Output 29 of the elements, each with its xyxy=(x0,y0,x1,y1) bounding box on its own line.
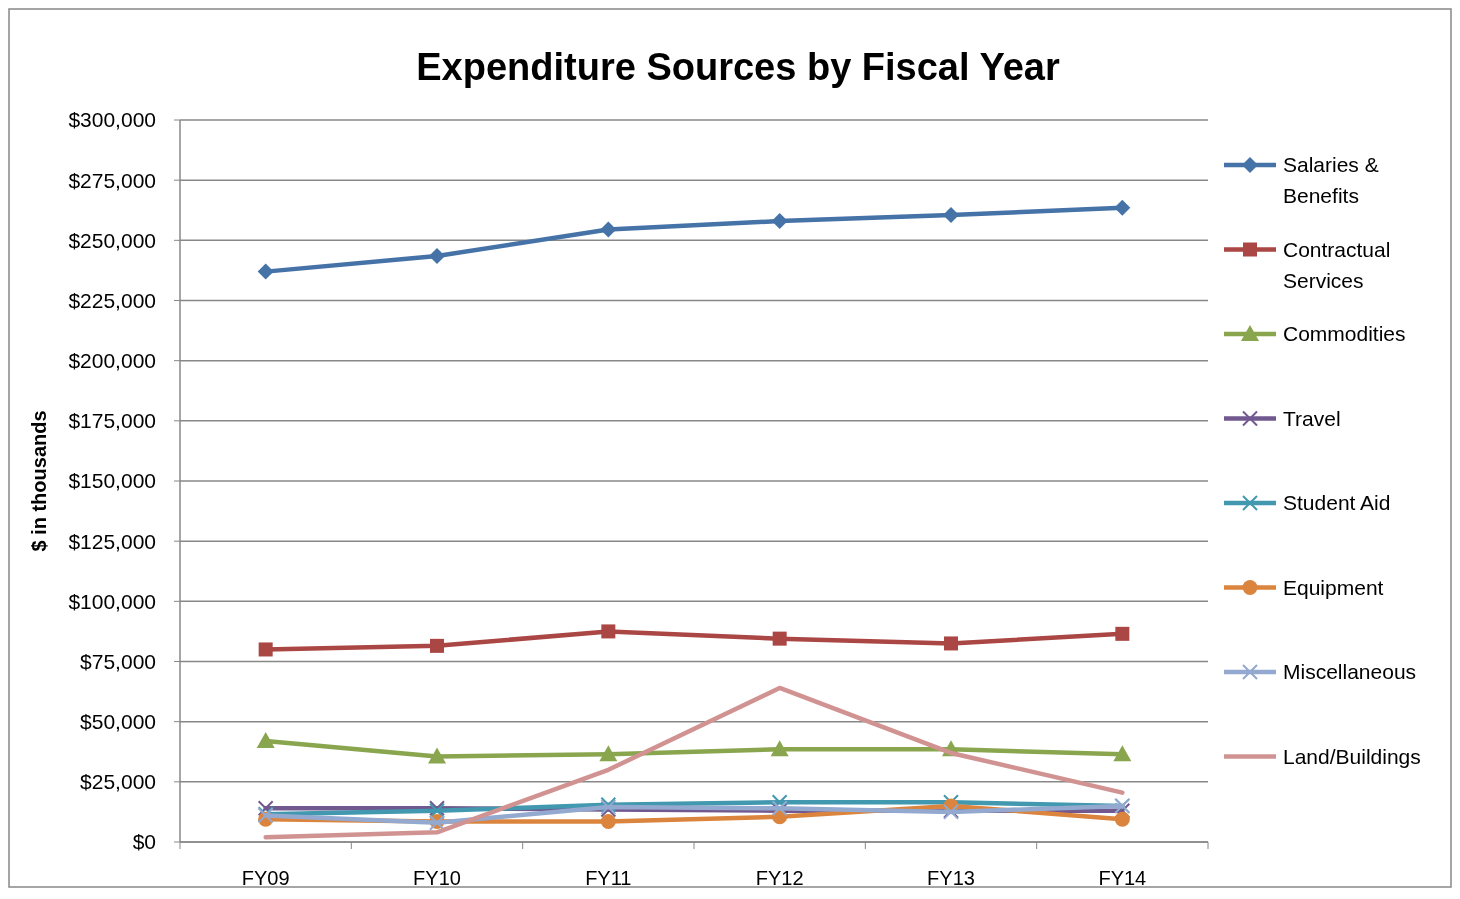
y-tick-label: $100,000 xyxy=(68,589,156,613)
x-tick-label: FY09 xyxy=(241,867,290,889)
y-tick-label: $300,000 xyxy=(68,108,156,132)
y-tick-label: $75,000 xyxy=(80,649,156,673)
x-tick-label: FY14 xyxy=(1098,867,1147,889)
legend-label: Equipment xyxy=(1283,575,1384,599)
x-tick-label: FY13 xyxy=(927,867,975,889)
legend-label: Land/Buildings xyxy=(1283,744,1421,768)
y-tick-label: $200,000 xyxy=(68,349,156,373)
y-tick-label: $0 xyxy=(132,830,156,854)
x-tick-label: FY11 xyxy=(585,867,632,889)
y-axis-title: $ in thousands xyxy=(28,410,50,552)
y-tick-label: $25,000 xyxy=(80,770,156,794)
legend-label: Contractual Services xyxy=(1283,237,1391,292)
legend-label: Travel xyxy=(1283,406,1341,430)
chart-title: Expenditure Sources by Fiscal Year xyxy=(416,46,1060,88)
y-tick-label: $250,000 xyxy=(68,228,156,252)
y-tick-label: $225,000 xyxy=(68,288,156,312)
y-tick-label: $275,000 xyxy=(68,168,156,192)
legend-label: Salaries & Benefits xyxy=(1283,153,1379,208)
legend-label: Student Aid xyxy=(1283,491,1391,515)
y-tick-label: $150,000 xyxy=(68,469,156,493)
y-tick-label: $175,000 xyxy=(68,409,156,433)
legend-label: Miscellaneous xyxy=(1283,660,1417,684)
legend-label: Commodities xyxy=(1283,322,1406,346)
x-tick-label: FY10 xyxy=(413,867,461,889)
y-tick-label: $125,000 xyxy=(68,529,156,553)
y-tick-label: $50,000 xyxy=(80,710,156,734)
x-tick-label: FY12 xyxy=(755,867,804,889)
